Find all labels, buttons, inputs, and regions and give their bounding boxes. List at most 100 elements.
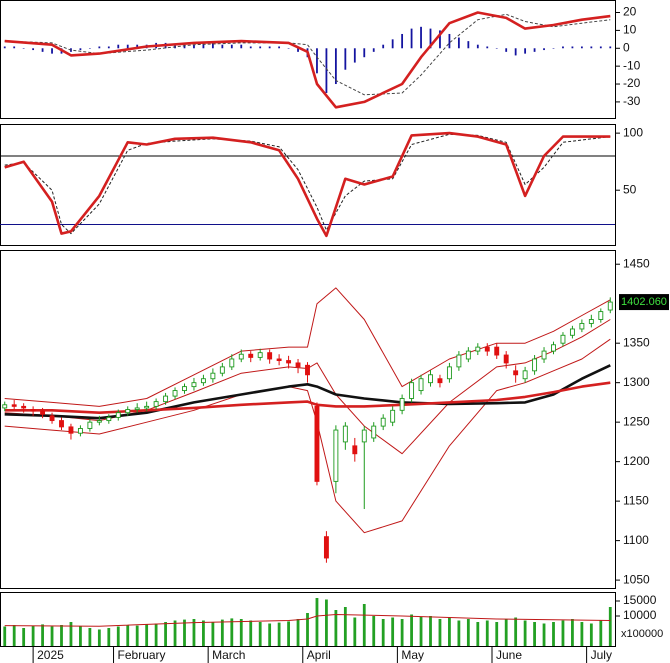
y-tick-label: -30	[623, 94, 641, 108]
volume-bar	[580, 622, 584, 646]
x-tick-label: 2025	[37, 648, 64, 662]
candle-body	[588, 319, 594, 324]
histogram-bar	[325, 48, 328, 93]
volume-bar	[306, 613, 309, 646]
volume-bar	[3, 626, 7, 646]
volume-bar	[400, 619, 404, 646]
histogram-bar	[552, 48, 555, 49]
histogram-bar	[372, 48, 375, 52]
x-tick-label: April	[307, 648, 331, 662]
histogram-bar	[183, 44, 186, 49]
candle-body	[40, 410, 46, 415]
indicator-line	[4, 338, 611, 534]
histogram-bar	[353, 48, 356, 63]
candle-body	[96, 420, 102, 423]
indicator-line	[4, 381, 611, 414]
histogram-bar	[334, 48, 337, 85]
volume-bar	[145, 624, 149, 646]
candle-body	[541, 350, 547, 360]
volume-bar	[429, 616, 432, 646]
x-tick-label: June	[496, 648, 522, 662]
volume-bar	[504, 619, 508, 646]
volume-bar	[164, 622, 167, 646]
histogram-bar	[410, 28, 413, 49]
candle-body	[286, 360, 292, 364]
candle-body	[191, 382, 197, 388]
candle-body	[418, 378, 424, 392]
volume-bar	[381, 619, 385, 646]
histogram-bar	[3, 46, 6, 49]
candle-body	[428, 374, 433, 384]
panel-frame	[0, 124, 616, 246]
x-tick-label: July	[591, 648, 612, 662]
y-tick-label: 10000	[623, 608, 657, 622]
unit-label: x100000	[621, 628, 663, 640]
volume-bar	[514, 617, 518, 646]
candle-body	[323, 536, 329, 559]
volume-bar	[438, 619, 442, 646]
volume-bar	[50, 626, 54, 646]
candle-body	[68, 426, 74, 434]
candle-body	[465, 350, 471, 360]
candle-body	[503, 354, 509, 364]
volume-bar	[552, 622, 555, 646]
histogram-bar	[211, 42, 214, 49]
candle-body	[210, 372, 216, 380]
candle-body	[409, 382, 415, 399]
histogram-bar	[429, 28, 432, 49]
histogram-bar	[476, 44, 479, 49]
volume-bar	[599, 620, 603, 646]
volume-bar	[154, 623, 158, 646]
histogram-bar	[22, 48, 25, 49]
volume-bar	[31, 625, 35, 646]
candle-body	[579, 322, 585, 330]
histogram-bar	[391, 39, 394, 49]
volume-bar	[211, 622, 215, 646]
histogram-bar	[117, 44, 120, 49]
indicator-line	[4, 287, 611, 407]
y-tick-label: 0	[623, 40, 630, 54]
candle-body	[532, 358, 538, 372]
candle-body	[153, 401, 159, 407]
histogram-bar	[457, 37, 460, 49]
y-tick-label: 10	[623, 23, 637, 37]
candle-body	[21, 405, 27, 409]
volume-bar	[466, 619, 470, 646]
volume-bar	[325, 599, 328, 646]
candle-body	[49, 415, 55, 422]
histogram-bar	[193, 44, 195, 49]
volume-bar	[296, 619, 300, 646]
volume-bar	[202, 620, 205, 646]
volume-bar	[97, 629, 101, 646]
y-tick-label: 1100	[623, 533, 649, 547]
histogram-bar	[401, 33, 404, 49]
volume-bar	[533, 622, 536, 646]
histogram-bar	[448, 33, 451, 49]
panel-frame	[0, 592, 616, 647]
candle-body	[361, 429, 367, 443]
candle-body	[172, 390, 178, 397]
candle-body	[607, 301, 613, 311]
volume-bar	[571, 619, 574, 646]
volume-bar	[230, 618, 234, 646]
candle-body	[276, 358, 282, 362]
volume-bar	[542, 623, 546, 646]
histogram-bar	[221, 44, 224, 49]
histogram-bar	[32, 48, 35, 51]
candle-body	[59, 420, 64, 428]
indicator-line	[4, 319, 611, 455]
candle-body	[144, 405, 150, 409]
volume-bar	[116, 626, 120, 646]
histogram-bar	[599, 46, 602, 49]
histogram-bar	[580, 46, 583, 49]
last-price-badge	[619, 294, 669, 311]
histogram-bar	[268, 46, 271, 49]
volume-bar	[495, 622, 499, 646]
candle-body	[399, 398, 405, 411]
histogram-bar	[259, 46, 262, 49]
candle-body	[11, 404, 17, 407]
volume-bar	[258, 622, 262, 646]
y-tick-label: -20	[623, 76, 641, 90]
candle-body	[484, 346, 490, 352]
x-tick-label: February	[118, 648, 166, 662]
